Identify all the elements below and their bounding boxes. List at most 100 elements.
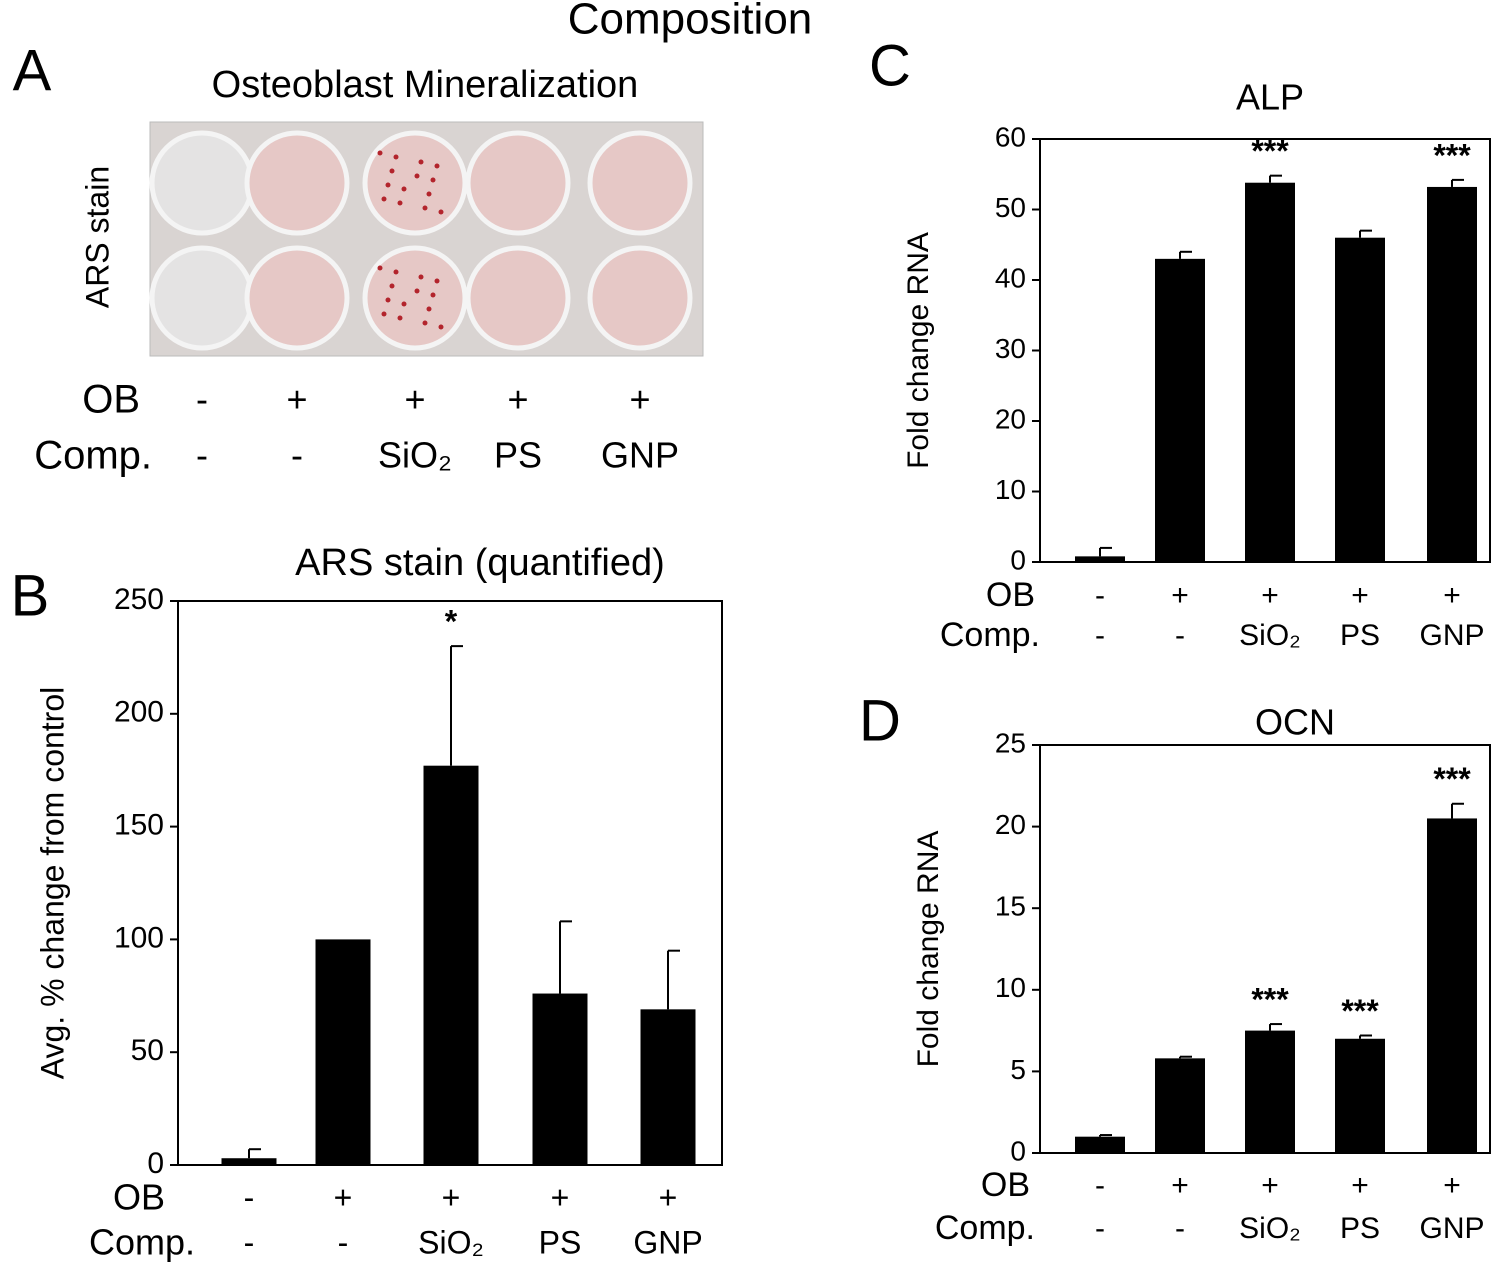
condition-label: SiO₂ [1239, 619, 1301, 652]
condition-label: + [404, 379, 425, 420]
condition-label: + [629, 379, 650, 420]
stain-spot [414, 173, 420, 179]
stain-spot [377, 150, 383, 156]
stain-spot [418, 274, 424, 280]
condition-label: - [338, 1224, 349, 1260]
condition-row-label: OB [113, 1177, 165, 1218]
bar [640, 1009, 696, 1165]
chart-title: ALP [1236, 77, 1304, 118]
stain-spot [401, 186, 407, 192]
stain-spot [434, 163, 440, 169]
significance-label: *** [1433, 761, 1471, 797]
figure-title: Composition [568, 0, 813, 44]
condition-label: + [551, 1179, 570, 1215]
bar [1245, 1030, 1295, 1153]
bar [1245, 182, 1295, 562]
bar [1427, 818, 1477, 1153]
chart-title: OCN [1255, 702, 1335, 743]
y-axis-label: Fold change RNA [902, 232, 935, 469]
condition-label: + [1351, 579, 1369, 612]
significance-label: *** [1433, 137, 1471, 173]
y-tick-label: 25 [995, 727, 1026, 758]
bar [315, 939, 371, 1165]
y-tick-label: 60 [995, 121, 1026, 152]
well [587, 245, 693, 351]
y-tick-label: 0 [147, 1147, 164, 1180]
condition-label: PS [1340, 619, 1380, 652]
condition-label: + [1443, 1169, 1461, 1202]
condition-label: - [1095, 1169, 1105, 1202]
condition-label: - [1175, 619, 1185, 652]
bar [423, 765, 479, 1165]
condition-label: + [507, 379, 528, 420]
condition-row-label: Comp. [935, 1209, 1035, 1247]
y-tick-label: 50 [131, 1034, 164, 1067]
y-axis-label: Fold change RNA [912, 831, 945, 1068]
bar [1427, 186, 1477, 562]
condition-label: + [1261, 1169, 1279, 1202]
condition-label: + [1171, 579, 1189, 612]
panel-label: A [13, 38, 52, 103]
well [362, 130, 468, 236]
bar [1155, 1058, 1205, 1153]
condition-label: - [1095, 619, 1105, 652]
condition-label: SiO₂ [418, 1224, 484, 1260]
well [149, 245, 255, 351]
y-tick-label: 250 [114, 583, 164, 616]
y-axis-label: ARS stain [79, 166, 115, 308]
y-axis-label: Avg. % change from control [34, 687, 70, 1080]
condition-row-label: Comp. [940, 616, 1040, 654]
y-tick-label: 20 [995, 809, 1026, 840]
well [465, 130, 571, 236]
condition-row-label: OB [82, 378, 140, 422]
panel-label: C [869, 33, 911, 98]
condition-label: + [659, 1179, 678, 1215]
stain-spot [422, 320, 428, 326]
condition-label: + [442, 1179, 461, 1215]
condition-label: + [1351, 1169, 1369, 1202]
condition-label: PS [494, 435, 542, 476]
bar [1335, 1038, 1385, 1153]
condition-label: - [196, 379, 208, 420]
stain-spot [438, 324, 444, 330]
stain-spot [377, 265, 383, 271]
stain-spot [430, 177, 436, 183]
y-tick-label: 100 [114, 921, 164, 954]
y-tick-label: 15 [995, 891, 1026, 922]
y-tick-label: 10 [995, 474, 1026, 505]
panel-title: Osteoblast Mineralization [212, 64, 639, 106]
condition-label: SiO₂ [1239, 1212, 1301, 1245]
bar [1155, 258, 1205, 562]
well [587, 130, 693, 236]
bar [532, 993, 588, 1165]
stain-spot [438, 209, 444, 215]
condition-label: - [1095, 1212, 1105, 1245]
chart-title: ARS stain (quantified) [295, 542, 665, 584]
y-tick-label: 200 [114, 696, 164, 729]
condition-label: - [1175, 1212, 1185, 1245]
condition-label: + [286, 379, 307, 420]
y-tick-label: 50 [995, 192, 1026, 223]
condition-label: GNP [1419, 619, 1484, 652]
significance-label: *** [1341, 993, 1379, 1029]
well [149, 130, 255, 236]
condition-label: - [244, 1179, 255, 1215]
y-tick-label: 0 [1010, 1135, 1026, 1166]
condition-label: SiO₂ [378, 435, 452, 476]
condition-label: - [196, 435, 208, 476]
condition-label: + [1443, 579, 1461, 612]
y-tick-label: 0 [1010, 544, 1026, 575]
y-tick-label: 40 [995, 262, 1026, 293]
condition-label: + [1261, 579, 1279, 612]
stain-spot [381, 311, 387, 317]
stain-spot [426, 306, 432, 312]
significance-label: * [445, 604, 458, 640]
stain-spot [385, 182, 391, 188]
stain-spot [397, 315, 403, 321]
well [465, 245, 571, 351]
stain-spot [393, 269, 399, 275]
condition-label: - [1095, 579, 1105, 612]
condition-row-label: OB [981, 1166, 1030, 1204]
stain-spot [389, 283, 395, 289]
well-plate [149, 121, 704, 357]
